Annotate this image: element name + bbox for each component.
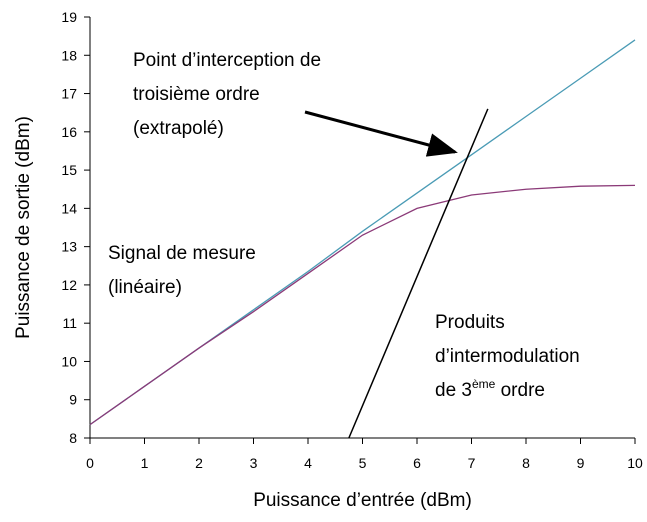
x-tick-label: 9 [577,455,585,471]
x-tick-label: 10 [627,455,643,471]
annotation-part: ème [472,377,496,391]
y-tick-label: 13 [61,239,77,255]
line [89,184,636,426]
annotation: Produits [435,312,505,333]
y-tick-label: 19 [61,9,77,25]
x-tick-label: 6 [413,455,421,471]
y-tick-label: 17 [61,86,77,102]
annotation: Point d’interception de [133,50,321,71]
x-axis-label: Puissance d’entrée (dBm) [253,490,472,511]
x-tick-label: 3 [250,455,258,471]
annotation-part: de 3 [435,380,472,401]
y-tick-label: 14 [61,200,77,216]
y-tick-label: 12 [61,277,77,293]
x-tick-label: 8 [522,455,530,471]
x-tick-label: 2 [195,455,203,471]
annotation: (linéaire) [108,277,182,298]
y-tick-label: 11 [62,315,77,331]
annotation: troisième ordre [133,84,260,105]
x-tick-label: 5 [359,455,367,471]
annotation: Signal de mesure [108,243,256,264]
x-tick-label: 1 [141,455,149,471]
y-axis-label: Puissance de sortie (dBm) [13,116,34,339]
x-tick-label: 7 [468,455,476,471]
x-tick-label: 4 [304,455,312,471]
y-tick-label: 18 [61,47,77,63]
x-tick-label: 0 [86,455,94,471]
annotation: d’intermodulation [435,346,580,367]
y-tick-label: 10 [61,353,77,369]
annotation-part: ordre [495,380,545,401]
annotation: (extrapolé) [133,118,224,139]
arrow [304,110,458,157]
y-tick-label: 8 [69,430,77,446]
annotation: de 3ème ordre [435,377,545,401]
line [348,108,489,439]
y-tick-label: 9 [69,392,77,408]
y-tick-label: 15 [61,162,77,178]
y-tick-label: 16 [61,124,77,140]
